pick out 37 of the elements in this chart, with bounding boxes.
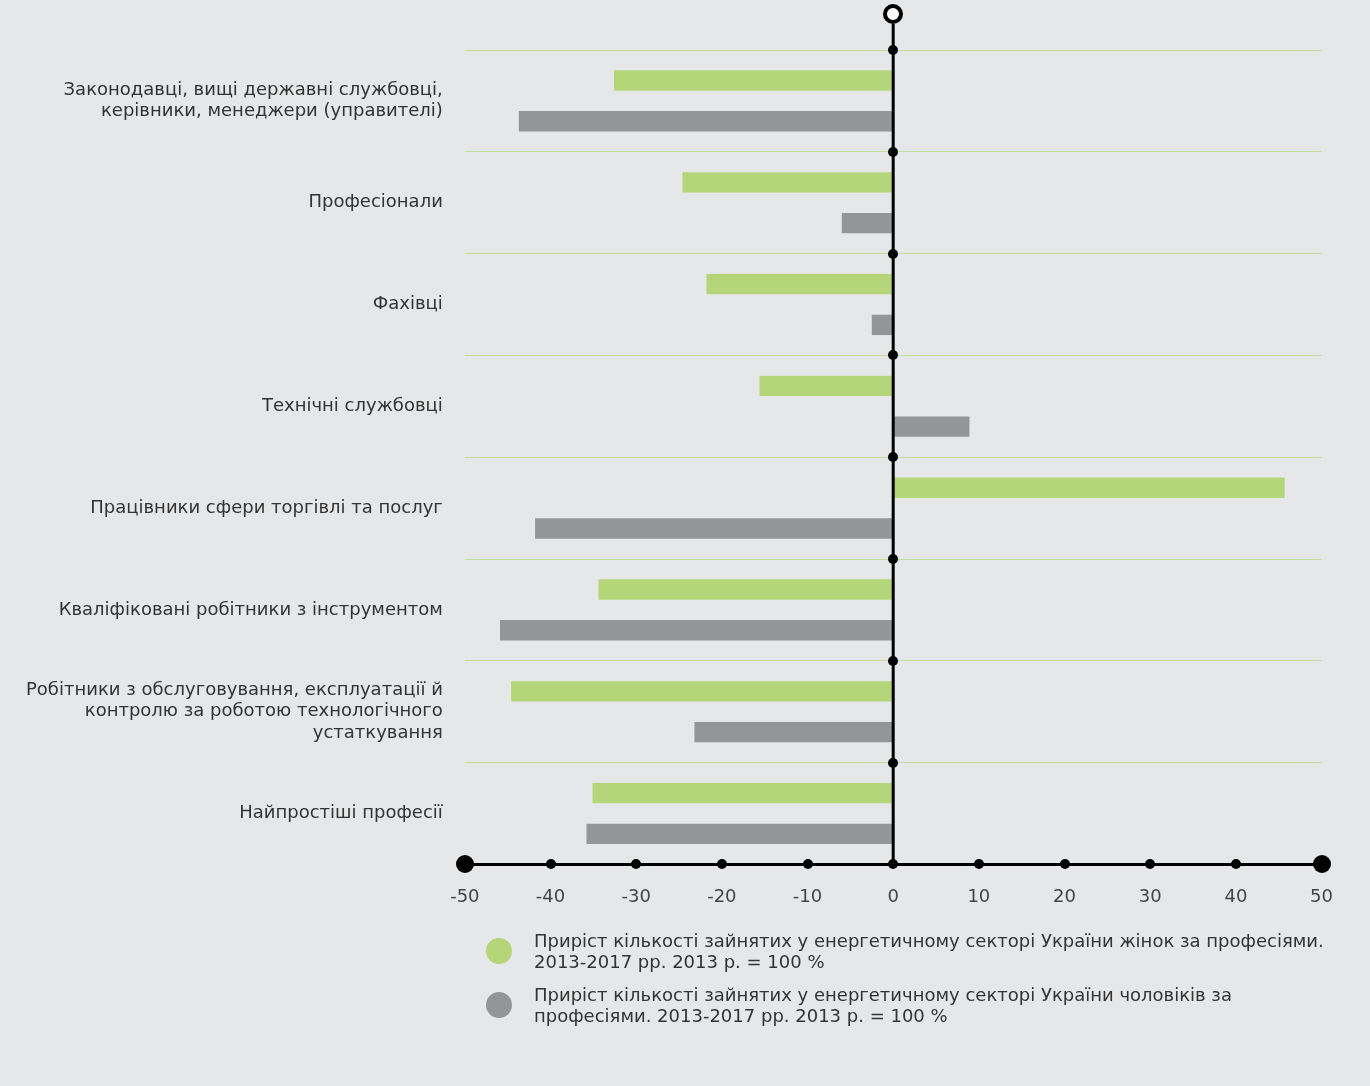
bar (535, 518, 894, 539)
y-tick-label: Кваліфіковані робітники з інструментом (58, 597, 443, 619)
x-tick-label: -10 (792, 884, 823, 906)
y-tick-label: Працівники сфери торгівлі та послуг (90, 495, 443, 517)
bar (682, 172, 894, 193)
bar (893, 416, 970, 437)
bar (586, 823, 894, 845)
x-tick-label: 50 (1310, 884, 1333, 906)
bar (613, 70, 894, 91)
x-tick-label: 0 (887, 884, 899, 906)
bar (598, 579, 894, 600)
x-tick-label: -40 (535, 884, 566, 906)
bar (893, 477, 1285, 498)
bar (759, 375, 894, 397)
y-tick-label: Найпростіші професії (239, 801, 444, 823)
bar (592, 782, 894, 804)
bar (511, 681, 894, 702)
x-tick-label: 40 (1224, 884, 1248, 906)
bar (499, 620, 894, 641)
bar (706, 273, 894, 295)
bar (694, 721, 894, 743)
bar (871, 314, 894, 336)
y-tick-label: Технічні службовці (260, 393, 443, 415)
x-tick-label: 20 (1053, 884, 1076, 906)
y-tick-label: Професіонали (308, 190, 443, 212)
legend-label: Приріст кількості зайнятих у енергетичному секторі України чоловіків за професіями. 2013-2017 рр. 2013 р. = 100 % (534, 984, 1233, 1026)
y-tick-label: Робітники з обслуговування, експлуатації й контролю за роботою технологічного устаткування (26, 677, 443, 742)
bar (518, 111, 894, 132)
x-tick-label: 30 (1138, 884, 1162, 906)
x-tick-label: 10 (967, 884, 991, 906)
x-tick-label: -20 (707, 884, 737, 906)
bar (841, 212, 894, 234)
y-tick-label: Фахівці (372, 292, 443, 314)
x-tick-label: -30 (621, 884, 651, 906)
y-tick-label: Законодавці, вищі державні службовці, керівники, менеджери (управителі) (63, 77, 443, 121)
x-tick-label: -50 (450, 884, 480, 906)
legend-label: Приріст кількості зайнятих у енергетичному секторі України жінок за професіями. 2013-2017 рр. 2013 р. = 100 % (534, 930, 1325, 972)
